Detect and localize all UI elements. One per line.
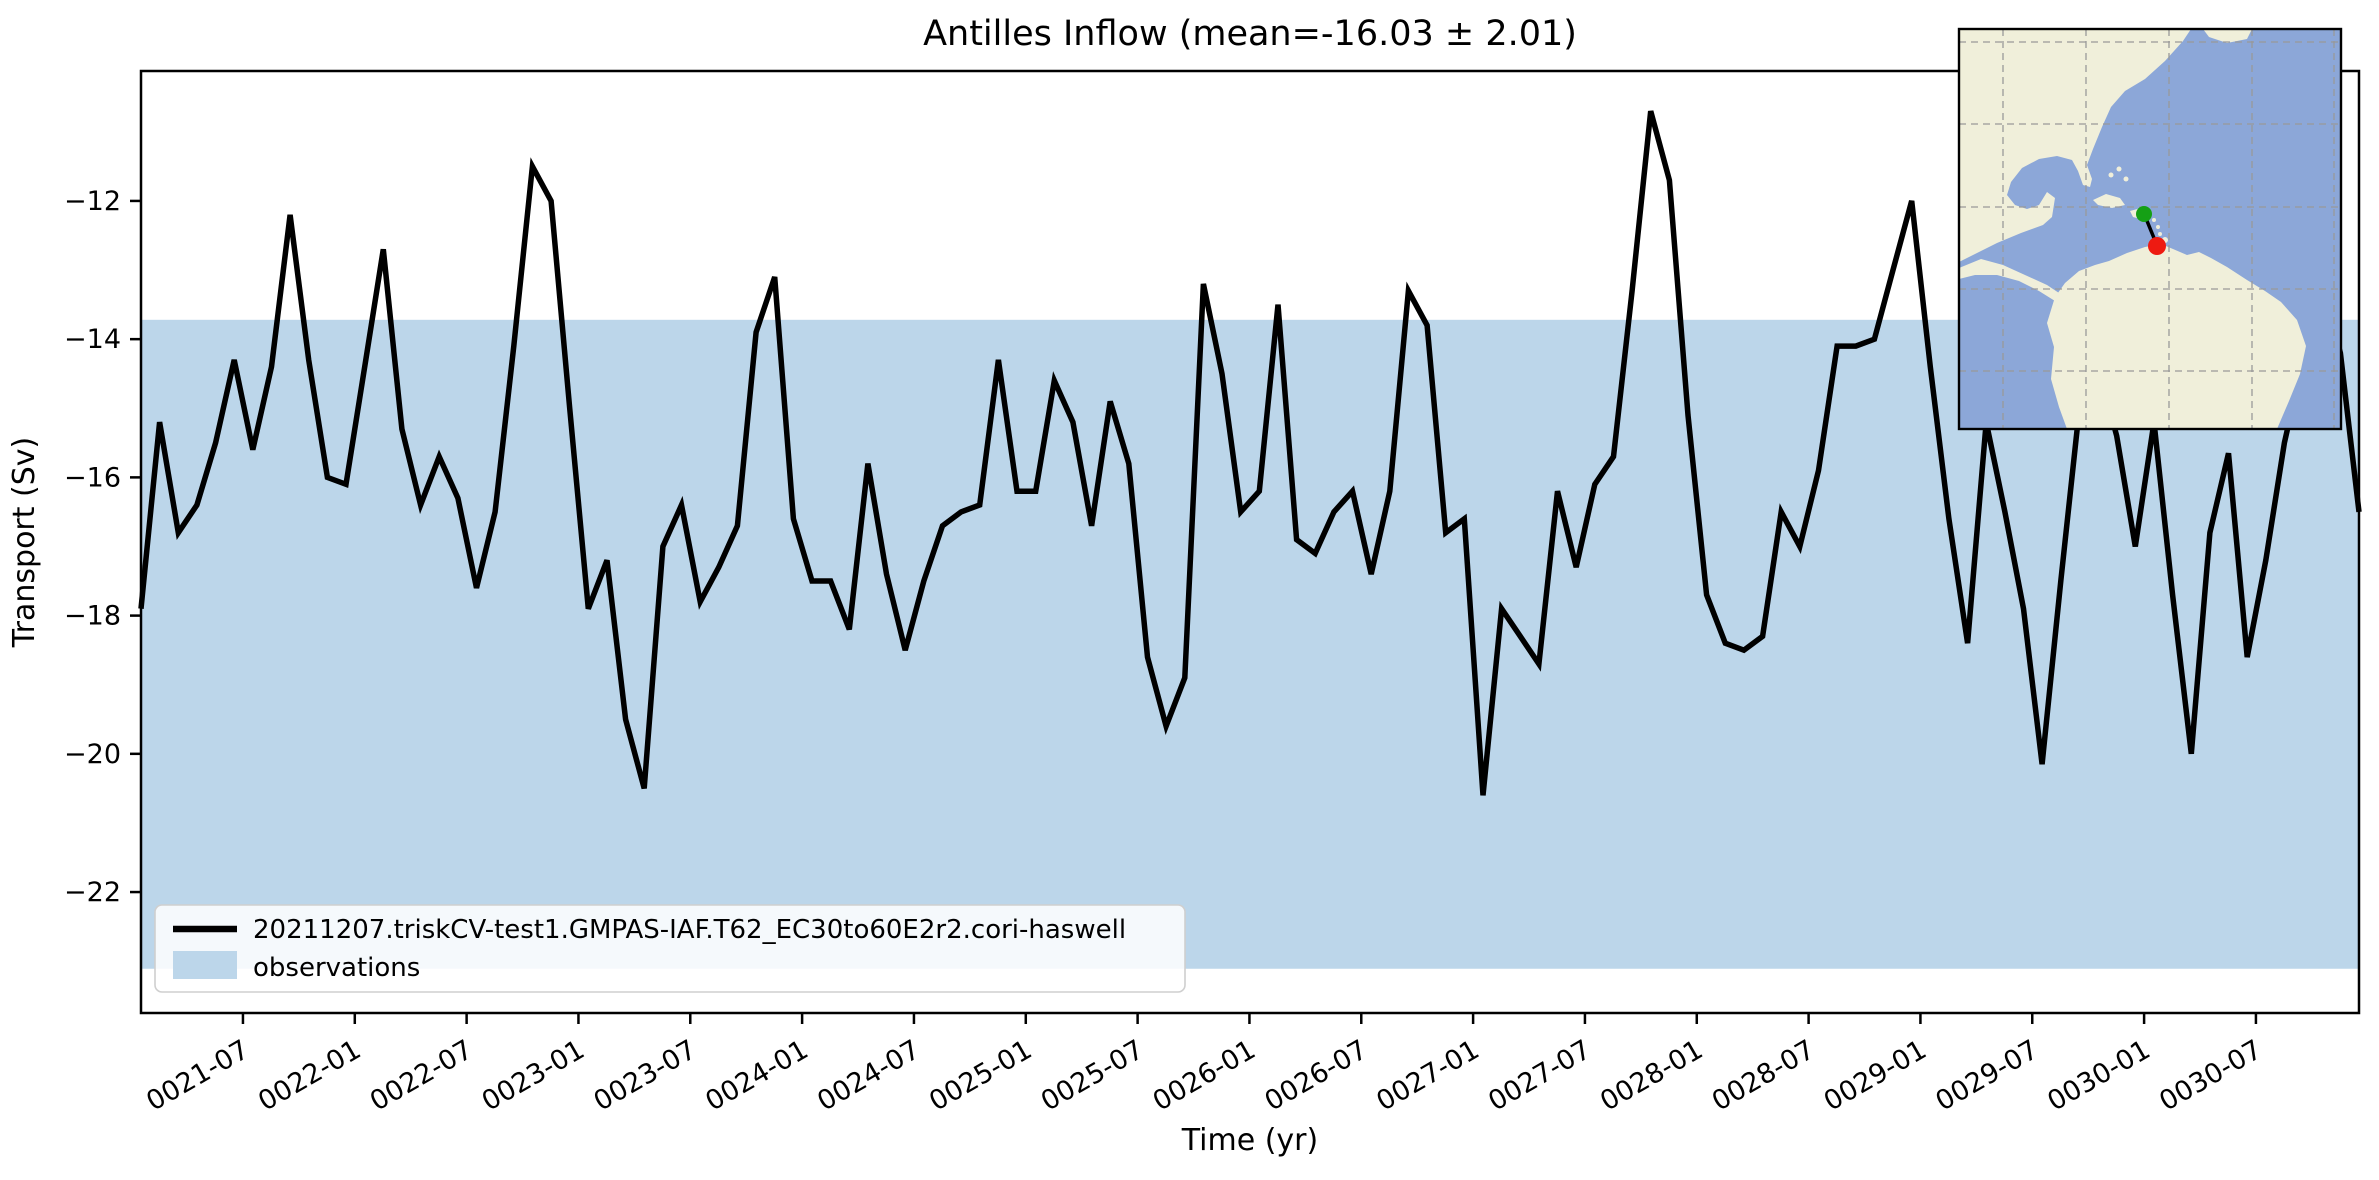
map-land-south-america [2047,244,2306,429]
map-land-north-america [1959,29,2191,262]
legend-observations-label: observations [253,953,420,983]
map-island [2152,218,2156,222]
x-tick-label: 0025-07 [1036,1034,1149,1117]
map-island [2158,232,2162,236]
y-tick-label: −16 [64,462,121,493]
y-tick-label: −12 [64,186,121,217]
map-island [2123,176,2129,182]
x-tick-label: 0025-01 [924,1034,1037,1117]
chart-title: Antilles Inflow (mean=-16.03 ± 2.01) [923,14,1577,54]
y-tick-label: −18 [64,601,121,632]
series-polyline [138,110,2362,796]
x-tick-label: 0021-07 [141,1034,254,1117]
inset-map [1957,27,2343,431]
x-tick-label: 0026-07 [1260,1034,1373,1117]
x-tick-label: 0024-01 [700,1034,813,1117]
x-tick-label: 0023-07 [589,1034,702,1117]
x-tick-label: 0022-01 [253,1034,366,1117]
series-line [138,110,2362,796]
map-island [2156,225,2160,229]
x-tick-label: 0026-01 [1148,1034,1261,1117]
legend: 20211207.triskCV-test1.GMPAS-IAF.T62_EC3… [154,904,1186,993]
x-tick-label: 0028-07 [1707,1034,1820,1117]
x-tick-label: 0030-07 [2154,1034,2267,1117]
x-tick-label: 0029-01 [1819,1034,1932,1117]
x-tick-label: 0029-07 [1931,1034,2044,1117]
y-tick-label: −14 [64,324,121,355]
x-tick-label: 0022-07 [365,1034,478,1117]
legend-band-swatch [173,951,237,979]
legend-box [154,904,1186,993]
map-land-central-america [1959,259,2059,301]
map-graticule [1959,29,2341,429]
map-landmasses [1959,29,2306,429]
x-tick-label: 0027-07 [1483,1034,1596,1117]
x-tick-label: 0027-01 [1371,1034,1484,1117]
map-start-marker [2136,206,2152,222]
map-land-cuba [2093,194,2125,208]
x-tick-label: 0023-01 [477,1034,590,1117]
x-tick-label: 0028-01 [1595,1034,1708,1117]
x-tick-label: 0030-01 [2042,1034,2155,1117]
map-island [2116,166,2122,172]
x-axis-label: Time (yr) [1181,1123,1318,1158]
x-tick-label: 0024-07 [812,1034,925,1117]
map-land-top-right [2203,29,2252,43]
map-end-marker [2148,237,2166,255]
map-island [2108,172,2114,178]
y-tick-label: −20 [64,739,121,770]
map-border [1957,27,2343,431]
y-tick-label: −22 [64,877,121,908]
legend-series-label: 20211207.triskCV-test1.GMPAS-IAF.T62_EC3… [253,915,1126,945]
y-axis-label: Transport (Sv) [7,437,42,649]
